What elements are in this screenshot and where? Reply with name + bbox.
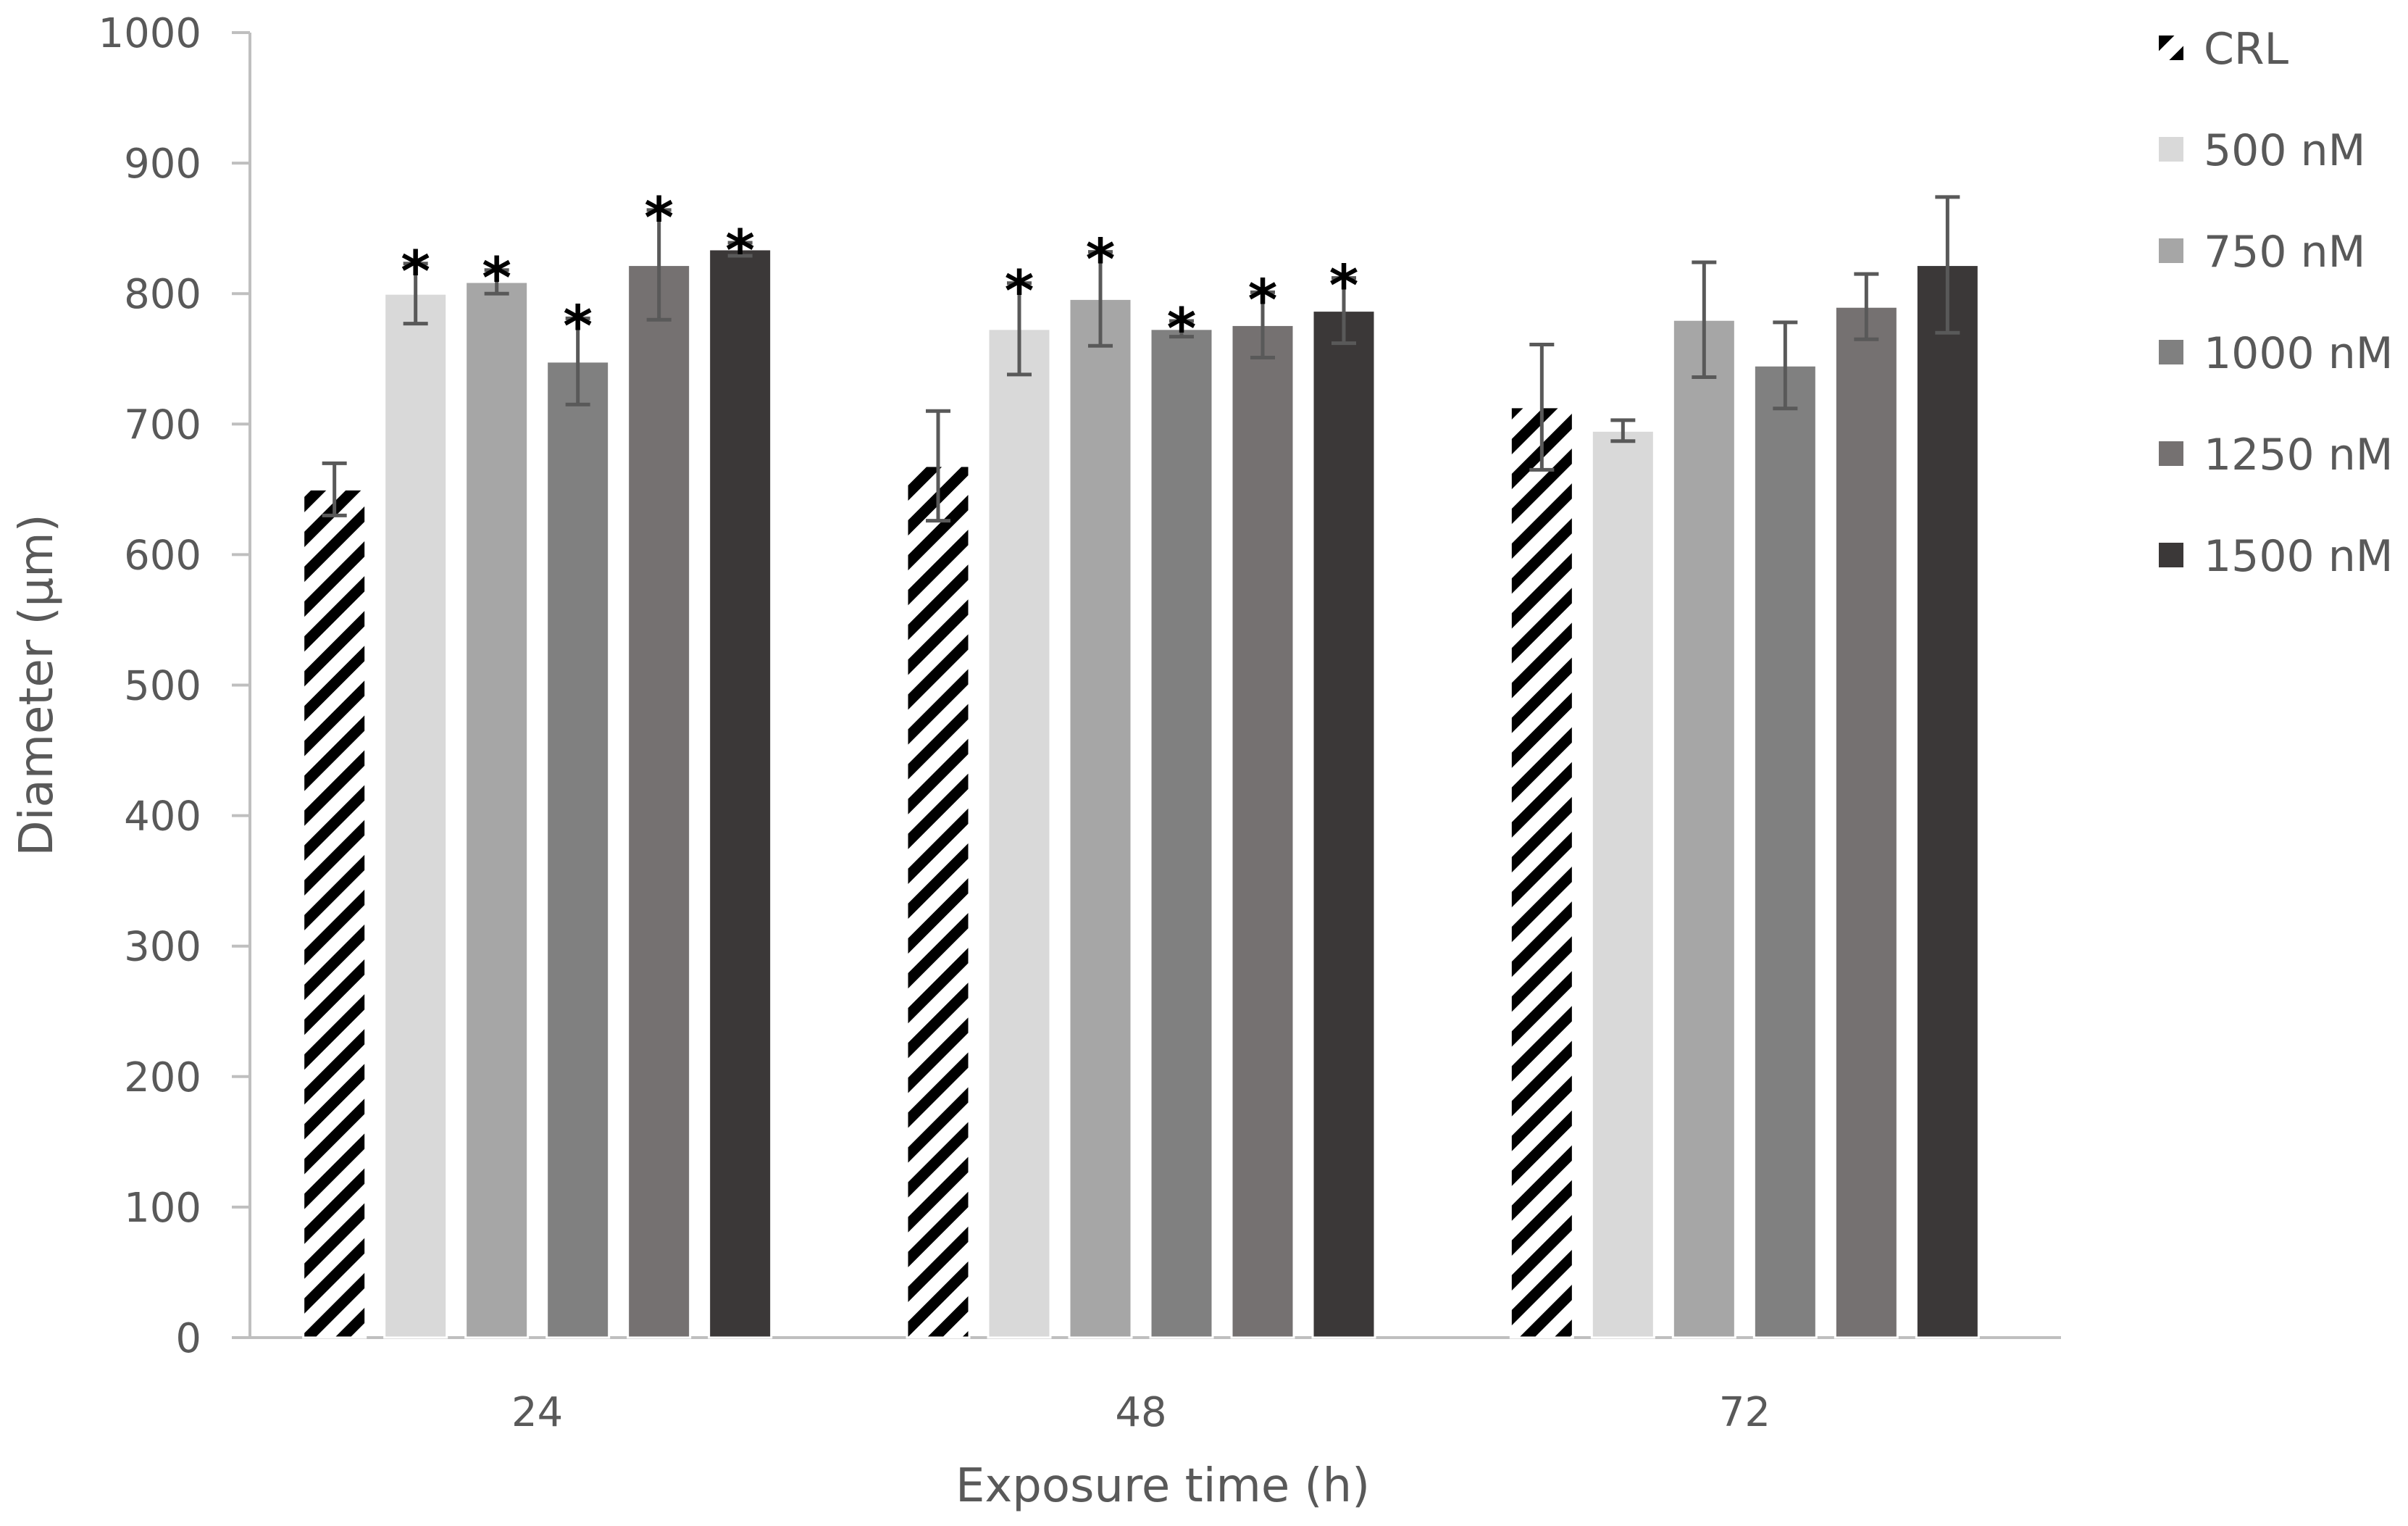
significance-marker: * [644,186,674,251]
x-tick-label: 24 [511,1389,563,1436]
bar-1250-nm-24 [627,264,692,1339]
bar-crl-72 [1509,406,1574,1339]
legend-label-1000-nm: 1000 nM [2204,328,2394,379]
y-tick-label: 100 [124,1185,201,1232]
significance-marker: * [1329,254,1359,320]
legend-swatch-500-nm [2159,137,2183,162]
legend-label-crl: CRL [2204,24,2289,75]
significance-marker: * [563,294,593,359]
bar-1250-nm-72 [1834,305,1899,1339]
y-tick-label: 300 [124,924,201,971]
bar-crl-24 [302,488,367,1339]
x-tick-label: 48 [1115,1389,1166,1436]
y-tick-label: 200 [124,1054,201,1101]
y-tick-label: 500 [124,663,201,710]
bar-1000-nm-72 [1752,364,1818,1339]
bar-crl-48 [906,464,971,1339]
bar-750-nm-24 [464,280,530,1339]
x-tick-label: 72 [1719,1389,1771,1436]
significance-marker: * [1248,268,1278,333]
bar-500-nm-48 [987,328,1052,1339]
bar-750-nm-72 [1671,318,1736,1339]
y-tick-label: 400 [124,793,201,841]
bar-1250-nm-48 [1230,323,1295,1339]
y-tick-label: 900 [124,141,201,188]
legend-label-500-nm: 500 nM [2204,125,2365,176]
bar-1000-nm-24 [545,360,611,1339]
y-tick-label: 800 [124,271,201,318]
y-tick-label: 600 [124,532,201,579]
bar-500-nm-72 [1590,429,1655,1339]
bars-layer [302,195,1980,1339]
significance-marker: * [1005,259,1034,325]
legend-swatch-1000-nm [2159,340,2183,364]
legend-swatch-1250-nm [2159,441,2183,466]
legend-swatch-750-nm [2159,238,2183,263]
legend-swatch-crl [2159,36,2183,60]
legend-swatch-1500-nm [2159,543,2183,567]
bar-1000-nm-48 [1149,328,1214,1339]
legend: CRL 500 nM 750 nM 1000 nM 1250 nM 1500 nM [2159,24,2394,582]
legend-label-750-nm: 750 nM [2204,227,2365,278]
y-tick-label: 1000 [98,10,201,57]
y-tick-label: 700 [124,401,201,449]
significance-marker: * [1167,297,1197,362]
significance-marker: * [482,246,511,312]
bar-500-nm-24 [383,292,448,1339]
y-tick-label: 0 [175,1315,201,1362]
legend-label-1500-nm: 1500 nM [2204,531,2394,582]
x-axis-title: Exposure time (h) [956,1459,1370,1513]
bar-1500-nm-48 [1311,309,1376,1339]
legend-label-1250-nm: 1250 nM [2204,430,2394,480]
bar-1500-nm-72 [1915,264,1980,1339]
bar-750-nm-48 [1068,297,1133,1339]
bar-1500-nm-24 [708,248,773,1339]
significance-marker: * [725,219,755,284]
significance-marker: * [1086,228,1116,293]
significance-marker: * [401,240,430,305]
labels-layer: 0 100 200 300 400 500 600 700 800 900 1000 Diameter… [10,10,1771,1513]
y-axis-title: Diameter (µm) [10,514,64,856]
